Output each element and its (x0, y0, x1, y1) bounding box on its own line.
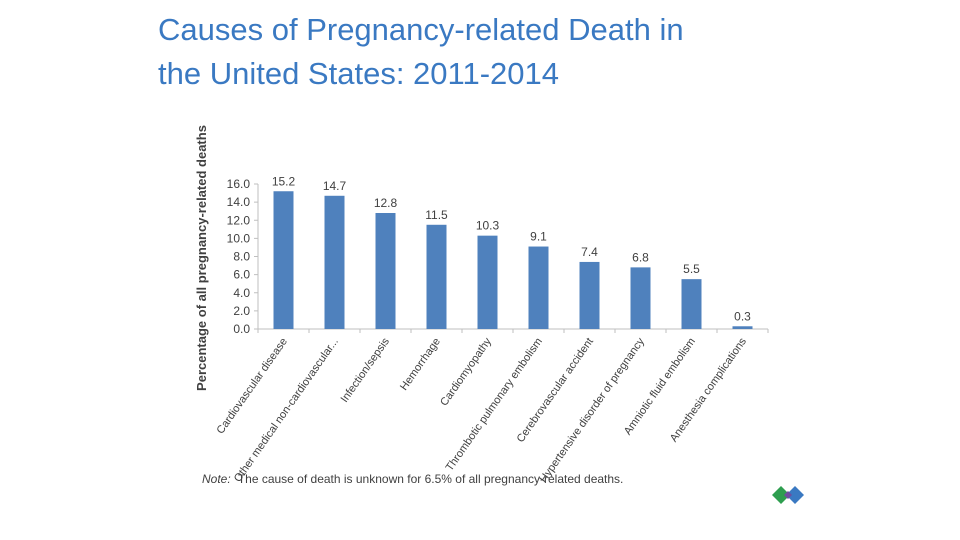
logo-green-diamond (772, 486, 790, 504)
bar (681, 279, 702, 329)
slide-title: Causes of Pregnancy-related Death in the… (158, 8, 858, 96)
data-label: 10.3 (476, 219, 500, 233)
x-tick-label: Hypertensive disorder of pregnancy (538, 335, 648, 485)
data-label: 15.2 (272, 174, 296, 188)
chart-note-label: Note: (202, 472, 231, 486)
bar (273, 191, 294, 329)
y-tick-labels: 0.0 2.0 4.0 6.0 8.0 10.0 12.0 14.0 16.0 (227, 177, 251, 336)
y-tick-label: 4.0 (233, 286, 250, 300)
x-tick-label: Other medical non-cardiovascular... (232, 336, 341, 485)
bar (477, 235, 498, 329)
bar (375, 213, 396, 329)
bar (732, 326, 753, 329)
bars (273, 191, 753, 329)
data-label: 11.5 (425, 208, 448, 222)
bar (579, 261, 600, 329)
chart-note: Note: The cause of death is unknown for … (202, 472, 623, 486)
bar (528, 246, 549, 329)
x-tick-label: Hemorrhage (398, 336, 443, 393)
y-tick-label: 6.0 (233, 268, 250, 282)
x-tick-label: Infection/sepsis (339, 335, 393, 404)
y-tick-label: 2.0 (233, 304, 250, 318)
y-tick-label: 16.0 (227, 177, 251, 191)
data-label: 12.8 (374, 196, 398, 210)
data-label: 5.5 (683, 262, 700, 276)
diamond-logo-icon (772, 486, 804, 504)
y-tick-label: 10.0 (227, 231, 251, 245)
slide-title-line-2: the United States: 2011-2014 (158, 56, 559, 91)
y-axis-label: Percentage of all pregnancy-related deat… (194, 125, 209, 391)
data-labels: 15.2 14.7 12.8 11.5 10.3 9.1 7.4 6.8 5.5 0.3 (272, 174, 751, 323)
logo-blue-diamond (786, 486, 804, 504)
data-label: 6.8 (632, 250, 649, 264)
x-tick-label: Thrombotic pulmonary embolism (444, 336, 545, 474)
data-label: 7.4 (581, 245, 598, 259)
y-tick-label: 8.0 (233, 250, 250, 264)
y-tick-label: 0.0 (233, 322, 250, 336)
bar (426, 224, 447, 329)
x-tick-label: Cardiomyopathy (438, 335, 494, 408)
data-label: 0.3 (734, 309, 751, 323)
y-tick-label: 12.0 (227, 213, 251, 227)
data-label: 9.1 (530, 230, 547, 244)
chart-note-text: The cause of death is unknown for 6.5% o… (238, 472, 624, 486)
logo-purple-diamond (784, 491, 792, 499)
bar (630, 267, 651, 329)
data-label: 14.7 (323, 179, 347, 193)
slide-title-line-1: Causes of Pregnancy-related Death in (158, 12, 684, 47)
bar (324, 195, 345, 329)
y-tick-label: 14.0 (227, 195, 251, 209)
